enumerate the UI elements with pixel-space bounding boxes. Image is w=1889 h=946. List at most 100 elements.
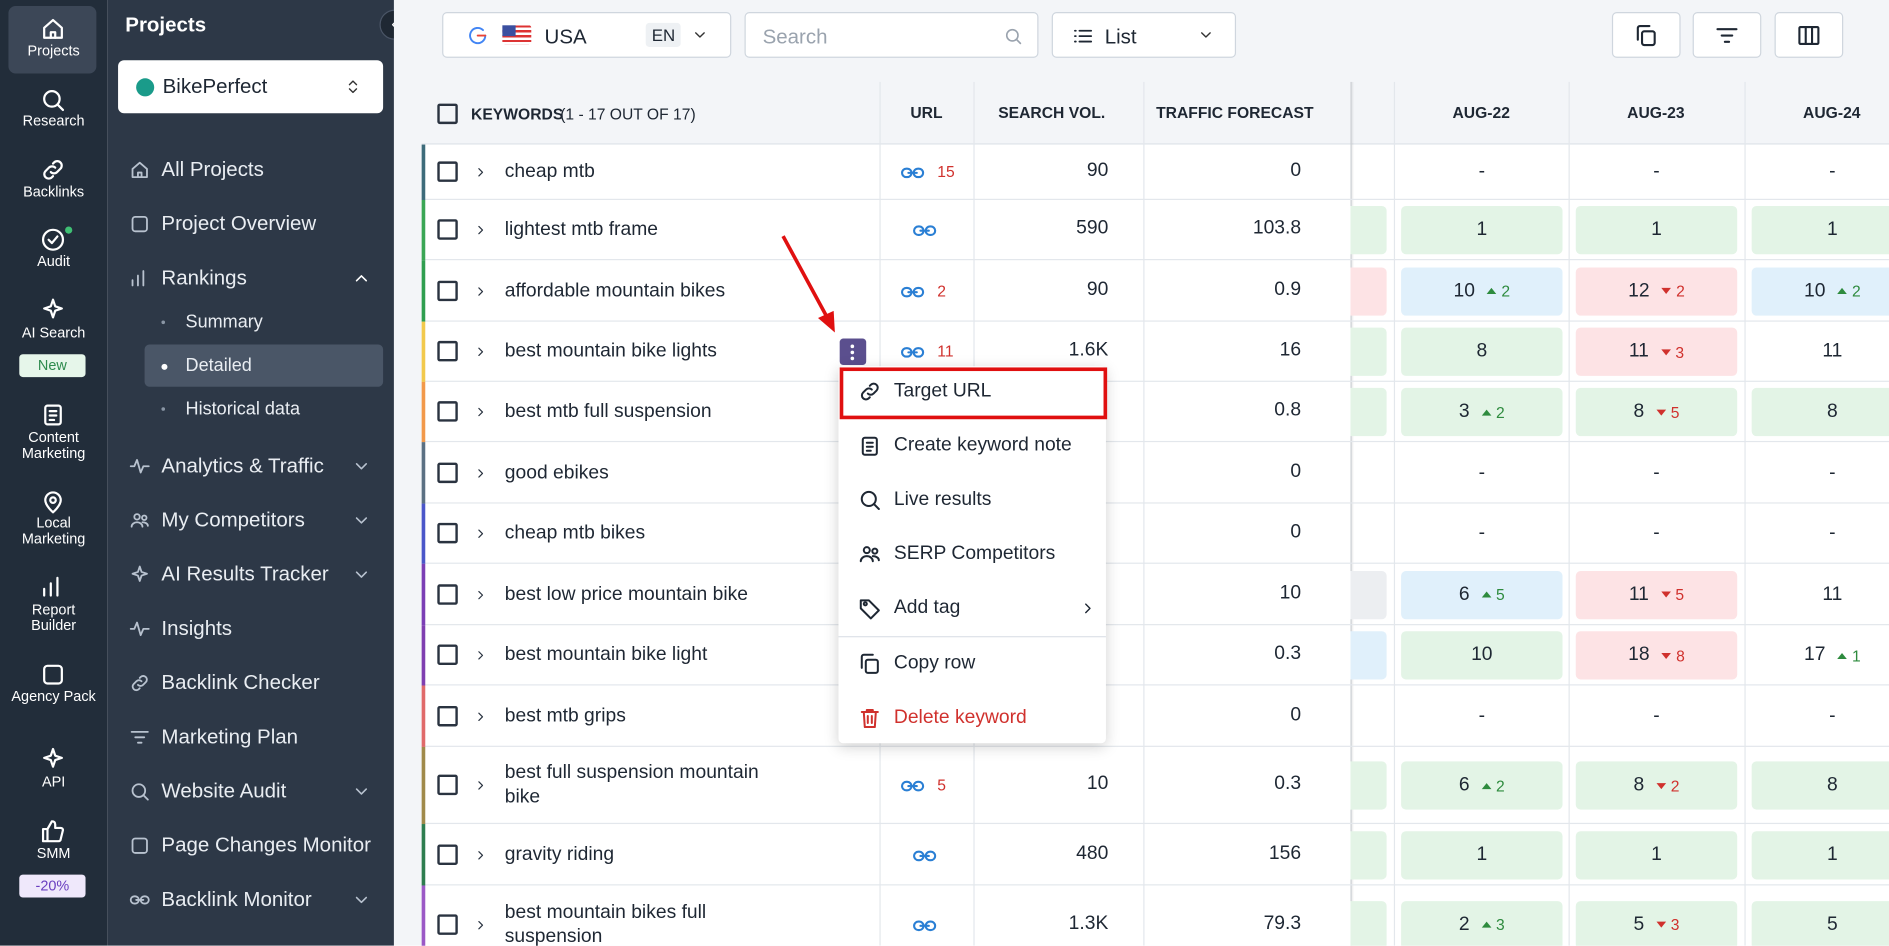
nav-subitem[interactable]: Detailed xyxy=(185,355,252,376)
rail-item[interactable]: Projects xyxy=(27,42,80,60)
row-checkbox[interactable] xyxy=(437,843,458,865)
rank: 10 2 xyxy=(1401,267,1562,315)
row-checkbox[interactable] xyxy=(437,583,458,605)
nav-item[interactable]: AI Results Tracker xyxy=(161,562,329,586)
row-checkbox[interactable] xyxy=(437,913,458,935)
rank-value: 11 xyxy=(1628,340,1649,362)
nav-item[interactable]: Backlink Checker xyxy=(161,671,320,694)
row-menu-button[interactable] xyxy=(839,338,867,366)
icon-part xyxy=(355,896,368,904)
menu-item[interactable]: Delete keyword xyxy=(893,707,1027,728)
rank-value: 10 xyxy=(1453,280,1475,301)
rank-value: 10 xyxy=(1804,280,1826,301)
nav-item[interactable]: Page Changes Monitor xyxy=(161,833,371,857)
rail-item[interactable]: Audit xyxy=(37,252,71,270)
rail-item[interactable]: Agency Pack xyxy=(11,687,96,705)
rank-cell: - xyxy=(1752,692,1889,740)
nav-item[interactable]: Rankings xyxy=(161,266,247,290)
menu-item[interactable]: Copy row xyxy=(893,652,976,674)
rail-item[interactable]: SMM xyxy=(36,844,71,862)
icon-part xyxy=(781,235,831,322)
icon-part xyxy=(129,621,150,637)
rail-item[interactable]: Backlinks xyxy=(23,183,85,200)
icon-part xyxy=(871,547,879,555)
icon-part xyxy=(1798,26,1820,46)
nav-subitem[interactable]: Summary xyxy=(185,312,263,333)
rail-icon xyxy=(43,664,63,685)
row-checkbox[interactable] xyxy=(437,401,458,422)
menu-item[interactable]: Add tag xyxy=(893,597,961,619)
icon-part xyxy=(355,788,368,795)
nav-item[interactable]: Project Overview xyxy=(161,212,317,235)
icon-part xyxy=(860,653,874,669)
menu-icon xyxy=(859,599,880,620)
icon-part xyxy=(129,458,150,474)
nav-item[interactable]: Website Audit xyxy=(161,779,287,803)
row-checkbox[interactable] xyxy=(437,644,458,666)
project-select[interactable]: BikePerfect xyxy=(118,60,384,114)
icon-part xyxy=(864,658,879,674)
icon-part xyxy=(41,820,65,843)
row-checkbox[interactable] xyxy=(437,705,458,726)
rail-item[interactable]: Content Marketing xyxy=(21,428,86,462)
view: List xyxy=(1104,25,1137,49)
keyword: cheap mtb bikes xyxy=(504,522,646,544)
menu-item[interactable]: Target URL xyxy=(893,380,992,402)
rail-item[interactable]: Research xyxy=(22,112,85,129)
traffic-forecast: 0.3 xyxy=(1274,773,1302,794)
nav-item[interactable]: Backlink Monitor xyxy=(161,887,312,911)
nav-chevron xyxy=(355,896,368,904)
icon-part xyxy=(818,310,835,333)
icon-part xyxy=(129,895,150,905)
nav-item[interactable]: Marketing Plan xyxy=(161,725,299,749)
rail-item[interactable]: AI Search xyxy=(21,324,86,341)
nav-item[interactable]: All Projects xyxy=(161,157,264,181)
row-checkbox[interactable] xyxy=(437,462,458,483)
nav-subitem[interactable]: Historical data xyxy=(185,398,301,420)
toolbar-button[interactable] xyxy=(1611,12,1681,58)
icon-part xyxy=(43,165,57,180)
country-select[interactable]: USA EN xyxy=(442,12,732,58)
row-checkbox[interactable] xyxy=(437,161,458,182)
keyword: best mountain bikes full suspension xyxy=(504,901,707,946)
icon-part xyxy=(43,18,63,39)
rank-cell xyxy=(1350,830,1387,879)
row-checkbox[interactable] xyxy=(437,774,458,796)
list-icon xyxy=(1074,29,1093,43)
icon-part xyxy=(695,32,705,38)
search-input[interactable]: Search xyxy=(744,12,1039,58)
toolbar-button[interactable] xyxy=(1692,12,1762,58)
rank: - xyxy=(1576,510,1737,558)
rank-value: - xyxy=(1829,705,1836,726)
row-checkbox[interactable] xyxy=(437,340,458,362)
menu-item[interactable]: SERP Competitors xyxy=(893,543,1056,564)
toolbar-button[interactable] xyxy=(1774,12,1844,58)
view-select[interactable]: List xyxy=(1051,12,1237,58)
rail-item[interactable]: API xyxy=(41,773,66,791)
nav-active xyxy=(144,344,384,387)
search-icon xyxy=(1005,28,1022,45)
select-all[interactable] xyxy=(437,103,458,125)
nav-item[interactable]: Insights xyxy=(161,616,233,640)
rank-value: - xyxy=(1829,522,1836,544)
row-color xyxy=(421,563,426,626)
rail-icon xyxy=(43,747,63,768)
url-icon xyxy=(900,347,925,358)
row-checkbox[interactable] xyxy=(437,522,458,544)
row-checkbox[interactable] xyxy=(437,280,458,301)
rail-item[interactable]: Local Marketing xyxy=(21,514,86,547)
rank-value: 18 xyxy=(1628,644,1650,666)
rank-value: 3 xyxy=(1458,401,1470,422)
icon-part xyxy=(478,468,484,478)
menu-item[interactable]: Live results xyxy=(893,489,992,510)
rail-item[interactable]: Report Builder xyxy=(31,601,77,634)
icon-part xyxy=(1005,28,1019,42)
nav-item[interactable]: My Competitors xyxy=(161,508,305,532)
row-checkbox[interactable] xyxy=(437,219,458,240)
menu-item[interactable]: Create keyword note xyxy=(893,434,1072,456)
nav-item[interactable]: Analytics & Traffic xyxy=(161,454,324,478)
icon-part xyxy=(1005,28,1022,45)
